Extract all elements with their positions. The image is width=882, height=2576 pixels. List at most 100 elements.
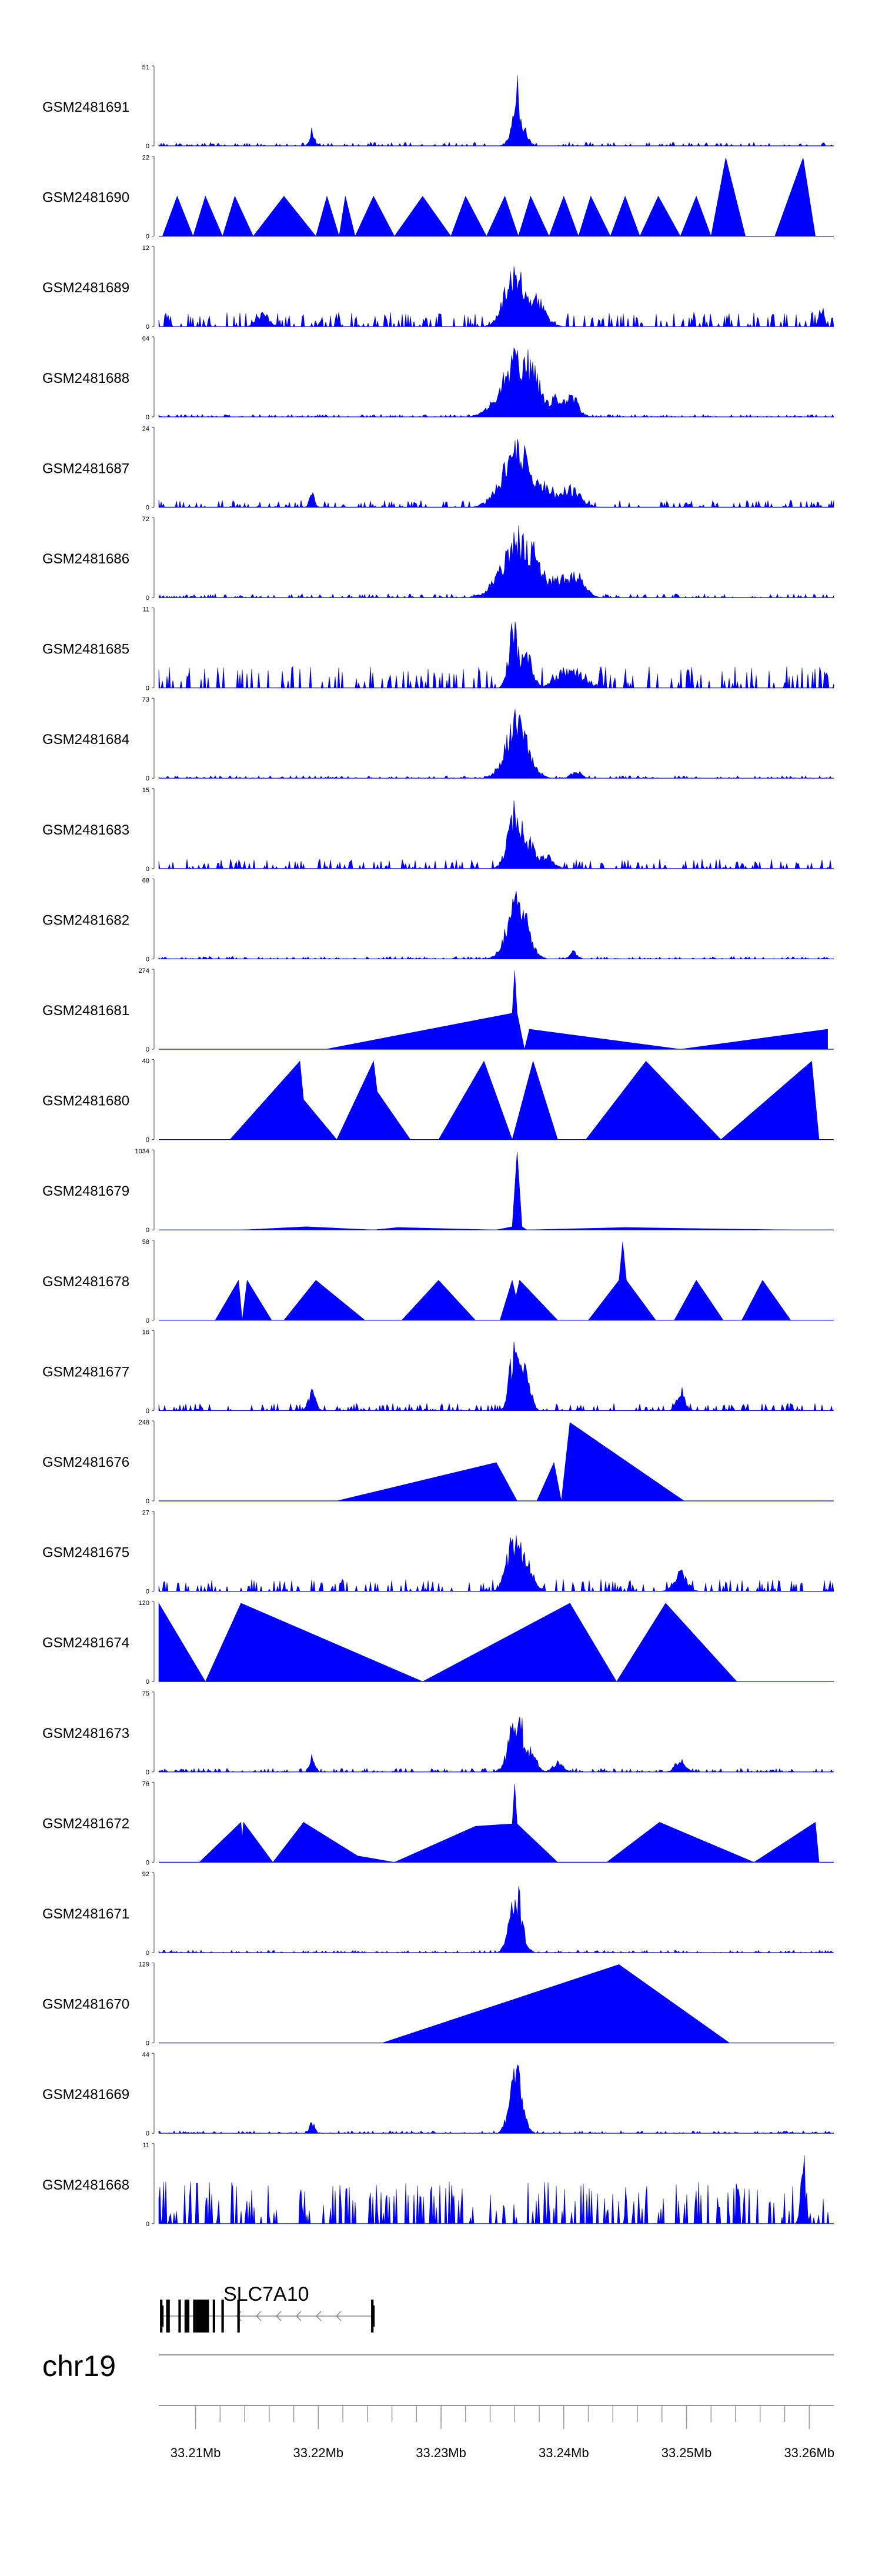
chromosome-label: chr19	[42, 2350, 116, 2383]
track-label: GSM2481681	[42, 1003, 129, 1019]
track-ymin-label: 0	[146, 1137, 149, 1144]
track-ymin-label: 0	[146, 1227, 149, 1234]
track-GSM2481686: GSM2481686 72 0	[42, 516, 834, 602]
track-label: GSM2481671	[42, 1906, 129, 1922]
coverage-area	[242, 1151, 791, 1230]
track-ymax-label: 11	[143, 606, 149, 613]
track-ymin-label: 0	[146, 1046, 149, 1053]
track-ymax-label: 120	[139, 1600, 149, 1607]
track-GSM2481677: GSM2481677 16 0	[42, 1329, 834, 1414]
track-ymin-label: 0	[146, 2221, 149, 2228]
track-ymin-label: 0	[146, 1769, 149, 1776]
track-ymin-label: 0	[146, 1317, 149, 1324]
track-GSM2481672: GSM2481672 76 0	[42, 1780, 834, 1866]
track-label: GSM2481679	[42, 1183, 129, 1199]
track-label: GSM2481676	[42, 1454, 129, 1470]
track-ymax-label: 129	[139, 1961, 149, 1968]
track-ymax-label: 51	[142, 64, 149, 71]
strand-arrow	[336, 2311, 342, 2321]
track-ymin-label: 0	[146, 595, 149, 602]
coverage-area	[158, 800, 834, 869]
track-GSM2481687: GSM2481687 24 0	[42, 425, 834, 511]
track-ymax-label: 64	[142, 335, 149, 342]
coverage-area	[229, 1060, 820, 1140]
coverage-tracks: GSM2481691510GSM2481690220GSM2481689120G…	[42, 64, 834, 2228]
exon	[166, 2300, 170, 2333]
track-GSM2481673: GSM2481673 75 0	[42, 1690, 834, 1776]
coverage-area	[325, 970, 828, 1050]
coverage-area	[158, 622, 834, 688]
track-GSM2481691: GSM2481691 51 0	[42, 64, 834, 150]
track-ymax-label: 40	[142, 1058, 149, 1065]
track-ymax-label: 58	[142, 1239, 149, 1246]
exon	[221, 2300, 224, 2333]
track-ymin-label: 0	[146, 866, 149, 873]
gene-structure	[160, 2300, 375, 2333]
coverage-area	[158, 266, 834, 328]
coverage-area	[158, 1602, 737, 1682]
exon	[212, 2300, 215, 2333]
coverage-area	[215, 1242, 791, 1321]
coverage-area	[158, 890, 834, 960]
track-GSM2481679: GSM2481679 1034 0	[42, 1148, 834, 1234]
track-label: GSM2481690	[42, 190, 129, 206]
exon	[371, 2300, 374, 2333]
track-ymin-label: 0	[146, 233, 149, 241]
exon	[237, 2300, 240, 2333]
coverage-area	[158, 347, 834, 418]
exon	[184, 2300, 190, 2333]
coverage-area	[158, 709, 834, 779]
coverage-area	[158, 1342, 834, 1412]
track-ymax-label: 68	[142, 877, 149, 884]
coverage-area	[158, 1886, 834, 1953]
track-ymax-label: 44	[142, 2051, 149, 2058]
track-label: GSM2481683	[42, 822, 129, 838]
track-ymax-label: 73	[142, 696, 149, 703]
track-GSM2481678: GSM2481678 58 0	[42, 1239, 834, 1324]
track-label: GSM2481680	[42, 1093, 129, 1109]
axis-tick-label: 33.26Mb	[784, 2445, 834, 2460]
axis-tick-label: 33.23Mb	[416, 2445, 466, 2460]
track-label: GSM2481684	[42, 732, 129, 748]
coverage-area	[158, 2155, 834, 2224]
track-GSM2481690: GSM2481690 22 0	[42, 155, 834, 241]
strand-arrow	[316, 2311, 322, 2321]
track-ymax-label: 11	[143, 2142, 149, 2149]
track-label: GSM2481668	[42, 2177, 129, 2193]
track-label: GSM2481682	[42, 912, 129, 928]
track-ymin-label: 0	[146, 1679, 149, 1686]
gene-model-slc7a10: SLC7A10	[160, 2283, 375, 2333]
track-GSM2481688: GSM2481688 64 0	[42, 335, 834, 421]
track-ymin-label: 0	[146, 1859, 149, 1866]
track-label: GSM2481685	[42, 642, 129, 658]
coverage-area	[158, 1535, 834, 1592]
track-ymax-label: 75	[142, 1690, 149, 1697]
track-GSM2481671: GSM2481671 92 0	[42, 1871, 834, 1957]
track-ymin-label: 0	[146, 1950, 149, 1957]
strand-arrow	[296, 2311, 302, 2321]
track-label: GSM2481669	[42, 2087, 129, 2103]
genome-axis: 33.21Mb 33.22Mb 33.23Mb 33.24Mb 33.25Mb 33.26…	[159, 2354, 834, 2460]
track-ymin-label: 0	[146, 143, 149, 150]
track-ymax-label: 72	[142, 516, 149, 523]
track-ymin-label: 0	[146, 414, 149, 421]
track-ymax-label: 76	[142, 1780, 149, 1787]
track-ymin-label: 0	[146, 1498, 149, 1505]
track-ymax-label: 22	[142, 155, 149, 162]
track-GSM2481689: GSM2481689 12 0	[42, 245, 834, 331]
utr	[161, 2305, 164, 2327]
track-label: GSM2481689	[42, 280, 129, 296]
axis-tick-label: 33.22Mb	[293, 2445, 344, 2460]
track-ymin-label: 0	[146, 1407, 149, 1414]
track-ymin-label: 0	[146, 2130, 149, 2137]
exon	[193, 2300, 209, 2333]
track-label: GSM2481675	[42, 1545, 129, 1561]
track-label: GSM2481688	[42, 371, 129, 386]
track-ymax-label: 274	[139, 967, 149, 975]
track-GSM2481676: GSM2481676 248 0	[42, 1419, 834, 1505]
track-GSM2481682: GSM2481682 68 0	[42, 877, 834, 963]
track-GSM2481685: GSM2481685 11 0	[42, 606, 834, 692]
track-label: GSM2481678	[42, 1274, 129, 1290]
track-ymax-label: 24	[142, 425, 149, 432]
